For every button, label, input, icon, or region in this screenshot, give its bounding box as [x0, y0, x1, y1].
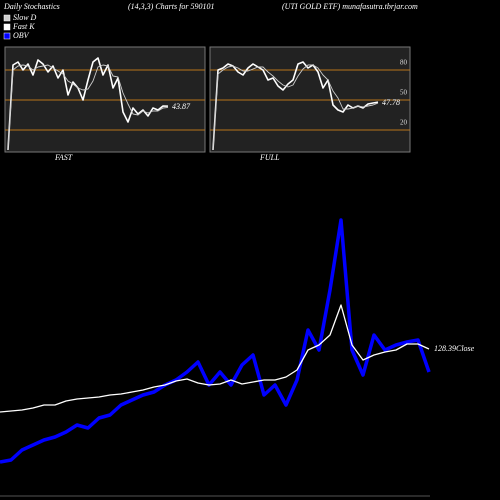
header-right: (UTI GOLD ETF) munafasutra.tbrjar.com	[282, 2, 418, 11]
y-tick-label: 80	[400, 59, 408, 67]
data-line	[212, 61, 379, 151]
header-left: Daily Stochastics	[3, 2, 60, 11]
data-line	[212, 64, 379, 151]
legend-label: Fast K	[12, 22, 35, 31]
data-line	[0, 304, 430, 413]
legend-swatch	[3, 14, 11, 22]
header-center: (14,3,3) Charts for 590101	[128, 2, 214, 11]
legend-label: OBV	[13, 31, 30, 40]
panel-label: FULL	[259, 153, 280, 162]
legend-label: Slow D	[13, 13, 37, 22]
y-tick-label: 20	[400, 119, 408, 127]
y-tick-label: 50	[400, 89, 408, 97]
panel-label: FAST	[54, 153, 73, 162]
data-line	[7, 64, 169, 151]
data-line	[7, 57, 169, 151]
close-label: 128.39Close	[434, 344, 475, 353]
last-value: 47.78	[382, 98, 400, 107]
data-line	[0, 218, 431, 464]
last-value: 43.87	[172, 102, 191, 111]
legend-swatch	[3, 32, 11, 40]
legend-swatch	[3, 23, 11, 31]
